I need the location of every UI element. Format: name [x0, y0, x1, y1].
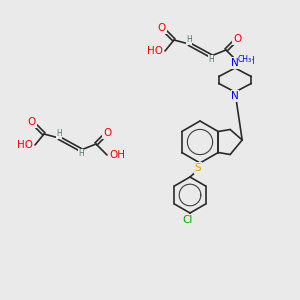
- Text: OH: OH: [109, 150, 125, 160]
- Text: H: H: [186, 35, 192, 44]
- Text: O: O: [103, 128, 111, 138]
- Text: N: N: [231, 91, 239, 101]
- Text: Cl: Cl: [183, 215, 193, 225]
- Text: H: H: [56, 130, 62, 139]
- Text: H: H: [208, 56, 214, 64]
- Text: O: O: [28, 117, 36, 127]
- Text: CH₃: CH₃: [238, 56, 252, 64]
- Text: O: O: [233, 34, 241, 44]
- Text: HO: HO: [147, 46, 163, 56]
- Text: H: H: [78, 149, 84, 158]
- Text: S: S: [195, 163, 201, 173]
- Text: N: N: [231, 58, 239, 68]
- Text: HO: HO: [17, 140, 33, 150]
- Text: O: O: [158, 23, 166, 33]
- Text: OH: OH: [239, 56, 255, 66]
